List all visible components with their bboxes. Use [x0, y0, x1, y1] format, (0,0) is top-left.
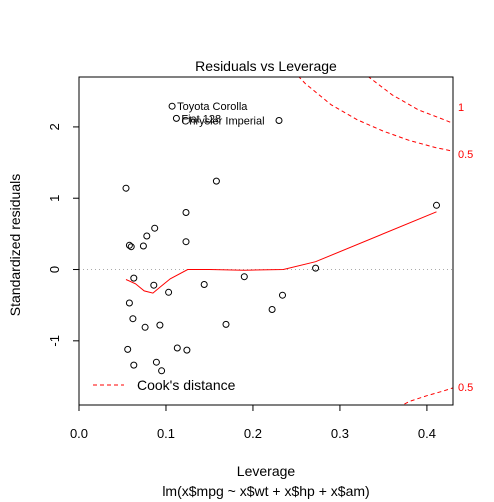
x-tick-label: 0.3: [331, 426, 349, 441]
chart-subtitle: lm(x$mpg ~ x$wt + x$hp + x$am): [162, 483, 369, 499]
data-point: [279, 291, 286, 299]
data-point: [200, 281, 208, 288]
data-point: [130, 274, 138, 282]
data-point: [275, 117, 283, 124]
y-tick-label: 0: [47, 266, 62, 273]
data-point: [312, 264, 320, 272]
x-tick-label: 0.0: [70, 426, 88, 441]
data-point: [183, 346, 191, 354]
cooks-distance-contour: [298, 77, 453, 152]
data-point: [152, 358, 160, 366]
data-point: [125, 241, 133, 249]
data-point: [151, 224, 159, 232]
data-point: [139, 242, 147, 250]
point-label: Chrysler Imperial: [181, 116, 264, 128]
data-point: [240, 273, 248, 281]
y-axis-title: Standardized residuals: [7, 174, 23, 316]
y-tick-label: 2: [47, 123, 62, 130]
data-point: [129, 315, 137, 323]
data-point: [433, 201, 440, 209]
data-point: [122, 184, 130, 192]
data-point: [222, 320, 230, 328]
data-point: [141, 323, 149, 331]
data-point: [268, 306, 276, 313]
data-point: [124, 345, 132, 353]
point-label: Fiat 128: [181, 113, 221, 125]
data-point: [150, 281, 158, 289]
data-point: [130, 361, 138, 369]
y-tick-label: 1: [47, 195, 62, 202]
data-point: [158, 367, 166, 375]
smoother-line: [125, 211, 437, 294]
cooks-distance-contour: [367, 77, 453, 124]
plot-frame: [78, 76, 454, 406]
contour-level-label: 1: [458, 102, 464, 114]
point-label: Toyota Corolla: [177, 101, 248, 113]
contour-level-label: 0.5: [458, 149, 473, 161]
y-tick-label: -1: [47, 335, 62, 347]
chart-title: Residuals vs Leverage: [195, 58, 337, 74]
data-point: [212, 177, 220, 185]
data-point: [127, 243, 135, 251]
contour-level-label: 0.5: [458, 382, 473, 394]
data-point: [165, 288, 173, 296]
plot-area-clip: [79, 77, 453, 405]
x-tick-label: 0.1: [157, 426, 175, 441]
x-tick-label: 0.4: [418, 426, 436, 441]
x-axis-title: Leverage: [237, 463, 296, 479]
data-point: [143, 232, 151, 240]
data-point: [172, 114, 180, 122]
data-point: [182, 238, 190, 246]
data-point: [125, 299, 133, 307]
data-point: [156, 321, 164, 329]
data-point: [182, 209, 190, 216]
x-tick-label: 0.2: [244, 426, 262, 441]
data-point: [168, 102, 176, 110]
legend-label: Cook's distance: [137, 377, 236, 393]
cooks-distance-contour: [401, 387, 453, 405]
data-point: [173, 344, 181, 352]
